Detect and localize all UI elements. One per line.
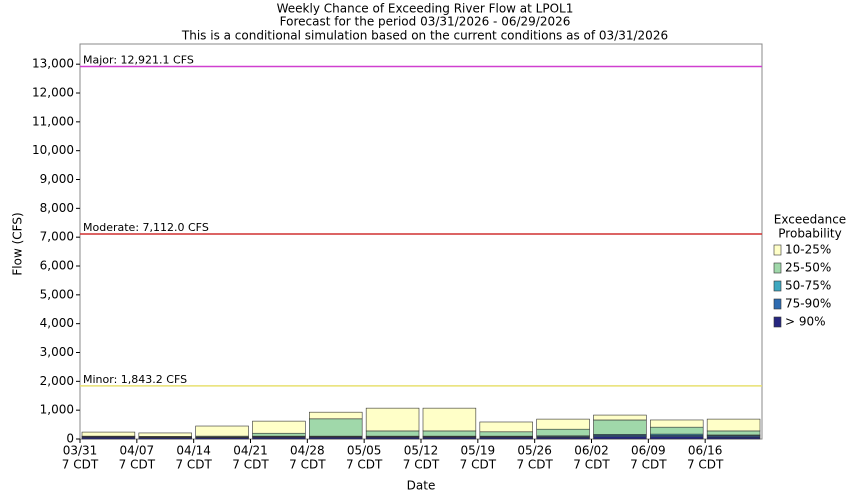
chart-subtitle: This is a conditional simulation based o…	[181, 29, 668, 43]
legend-label: 75-90%	[785, 297, 831, 311]
bar-segment	[706, 430, 761, 436]
y-tick-label: 13,000	[32, 57, 74, 71]
y-tick-label: 10,000	[32, 143, 74, 157]
bar-segment	[309, 411, 363, 420]
bar-segment	[365, 407, 420, 432]
x-tick-label: 7 CDT	[62, 458, 99, 472]
x-tick-label: 7 CDT	[460, 458, 497, 472]
x-axis-label: Date	[407, 479, 436, 493]
legend-title: Probability	[778, 227, 841, 241]
bar-segment	[479, 431, 533, 437]
x-tick-label: 7 CDT	[516, 458, 553, 472]
y-tick-label: 2,000	[40, 374, 74, 388]
x-tick-label: 7 CDT	[289, 458, 326, 472]
chart-subtitle: Forecast for the period 03/31/2026 - 06/…	[280, 15, 571, 29]
x-tick-label: 04/07	[120, 444, 155, 458]
y-tick-label: 6,000	[40, 259, 74, 273]
legend-title: Exceedance	[774, 213, 846, 227]
legend-swatch	[773, 244, 782, 256]
y-tick-label: 12,000	[32, 86, 74, 100]
bar-segment	[422, 407, 477, 432]
chart-title: Weekly Chance of Exceeding River Flow at…	[277, 2, 574, 16]
bar-segment	[365, 430, 420, 437]
legend-swatch	[773, 298, 782, 310]
bar-segment	[593, 419, 647, 435]
bar-segment	[252, 420, 306, 434]
bar-segment	[593, 414, 647, 421]
x-tick-label: 05/12	[404, 444, 439, 458]
x-tick-label: 7 CDT	[119, 458, 156, 472]
bar-segment	[309, 418, 363, 437]
threshold-label: Major: 12,921.1 CFS	[83, 53, 194, 66]
legend-swatch	[773, 316, 782, 328]
y-tick-label: 3,000	[40, 345, 74, 359]
bar-segment	[252, 432, 306, 437]
legend-label: 10-25%	[785, 243, 831, 257]
bar-segment	[195, 425, 249, 437]
x-tick-label: 05/26	[517, 444, 552, 458]
bar-segment	[650, 436, 704, 440]
x-tick-label: 7 CDT	[232, 458, 269, 472]
x-tick-label: 7 CDT	[403, 458, 440, 472]
legend-label: 50-75%	[785, 279, 831, 293]
y-tick-label: 11,000	[32, 114, 74, 128]
x-tick-label: 7 CDT	[175, 458, 212, 472]
bar-segment	[81, 431, 136, 437]
y-tick-label: 1,000	[40, 403, 74, 417]
bar-segment	[650, 419, 704, 428]
y-tick-label: 0	[66, 432, 74, 446]
bar-segment	[479, 421, 533, 433]
bar-segment	[706, 436, 761, 440]
bar-segment	[593, 436, 647, 440]
y-tick-label: 4,000	[40, 316, 74, 330]
x-tick-label: 05/19	[461, 444, 496, 458]
x-tick-label: 06/02	[574, 444, 609, 458]
legend-swatch	[773, 280, 782, 292]
x-tick-label: 7 CDT	[687, 458, 724, 472]
x-tick-label: 7 CDT	[346, 458, 383, 472]
bar-segment	[422, 430, 477, 437]
y-tick-label: 8,000	[40, 201, 74, 215]
y-axis-label: Flow (CFS)	[11, 212, 25, 275]
bar-segment	[138, 432, 192, 437]
x-tick-label: 06/16	[688, 444, 723, 458]
x-tick-label: 7 CDT	[630, 458, 667, 472]
bar-segment	[706, 418, 761, 432]
x-tick-label: 03/31	[63, 444, 98, 458]
x-tick-label: 06/09	[631, 444, 666, 458]
y-tick-label: 7,000	[40, 230, 74, 244]
plot-area	[79, 43, 763, 440]
legend-label: > 90%	[785, 315, 826, 329]
x-tick-label: 04/28	[290, 444, 325, 458]
bar-segment	[536, 428, 590, 437]
y-tick-label: 9,000	[40, 172, 74, 186]
threshold-label: Minor: 1,843.2 CFS	[83, 373, 187, 386]
bar-segment	[536, 418, 590, 430]
bar-segment	[650, 426, 704, 435]
x-tick-label: 7 CDT	[573, 458, 610, 472]
legend-label: 25-50%	[785, 261, 831, 275]
threshold-label: Moderate: 7,112.0 CFS	[83, 221, 209, 234]
legend-swatch	[773, 262, 782, 274]
x-tick-label: 04/21	[233, 444, 268, 458]
x-tick-label: 04/14	[176, 444, 211, 458]
x-tick-label: 05/05	[347, 444, 382, 458]
y-tick-label: 5,000	[40, 287, 74, 301]
